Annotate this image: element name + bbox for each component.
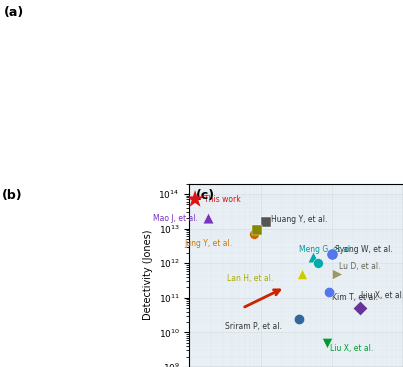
Text: Jung Y, et al.: Jung Y, et al.	[184, 239, 232, 248]
Text: Lu D, et al.: Lu D, et al.	[339, 262, 380, 271]
Text: Liu X, et al.: Liu X, et al.	[330, 344, 374, 353]
Text: Liu X, et al.: Liu X, et al.	[361, 291, 403, 299]
Y-axis label: Detectivity (Jones): Detectivity (Jones)	[143, 230, 153, 320]
Point	[325, 289, 332, 295]
Point	[315, 260, 322, 266]
Point	[254, 227, 261, 233]
Point	[328, 251, 335, 257]
Point	[310, 254, 316, 260]
Point	[324, 340, 330, 346]
Text: (b): (b)	[2, 189, 23, 202]
Point	[192, 196, 198, 202]
Text: Kim T, et al.: Kim T, et al.	[332, 293, 378, 302]
Text: This work: This work	[204, 195, 241, 204]
Text: (c): (c)	[196, 189, 215, 202]
Text: Lan H, et al.: Lan H, et al.	[227, 275, 273, 283]
Point	[263, 219, 270, 225]
Point	[357, 305, 364, 311]
Text: Syong W, et al.: Syong W, et al.	[335, 245, 393, 254]
Text: Meng G, et al.: Meng G, et al.	[299, 245, 353, 254]
Text: (a): (a)	[4, 6, 24, 18]
Point	[299, 270, 305, 276]
Point	[334, 270, 341, 276]
Text: Mao J, et al.: Mao J, et al.	[153, 214, 197, 223]
Text: Huang Y, et al.: Huang Y, et al.	[271, 215, 327, 224]
Point	[296, 316, 303, 321]
Point	[251, 231, 257, 237]
Point	[204, 215, 211, 221]
Text: Sriram P, et al.: Sriram P, et al.	[225, 322, 282, 331]
